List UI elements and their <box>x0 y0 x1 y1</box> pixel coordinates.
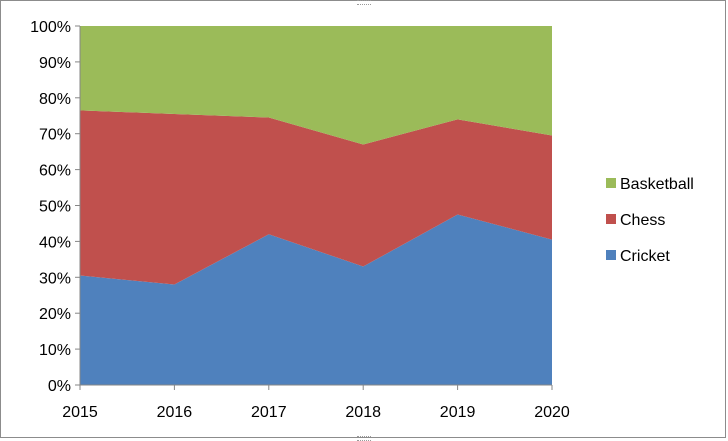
x-axis-ticks: 2015 2016 2017 2018 2019 2020 <box>62 385 570 421</box>
y-tick-label: 90% <box>39 55 71 72</box>
legend-swatch-cricket <box>606 250 616 260</box>
legend-label-basketball: Basketball <box>620 176 694 193</box>
legend-label-cricket: Cricket <box>620 248 670 265</box>
y-tick-label: 60% <box>39 163 71 180</box>
y-tick-label: 30% <box>39 270 71 287</box>
x-tick-label: 2017 <box>251 404 287 421</box>
series-areas <box>80 26 552 385</box>
x-tick-label: 2019 <box>440 404 476 421</box>
resize-handle-top[interactable] <box>357 0 371 5</box>
series-area-cricket[interactable] <box>80 214 552 385</box>
legend-swatch-basketball <box>606 178 616 188</box>
y-tick-label: 10% <box>39 342 71 359</box>
y-tick-label: 80% <box>39 91 71 108</box>
y-tick-label: 40% <box>39 234 71 251</box>
x-tick-label: 2016 <box>157 404 193 421</box>
x-tick-label: 2015 <box>62 404 98 421</box>
legend-swatch-chess <box>606 214 616 224</box>
series-area-chess[interactable] <box>80 110 552 285</box>
y-tick-label: 50% <box>39 199 71 216</box>
y-tick-label: 70% <box>39 127 71 144</box>
x-tick-label: 2020 <box>534 404 570 421</box>
legend: Basketball Chess Cricket <box>606 176 694 265</box>
y-axis-ticks: 0% 10% 20% 30% 40% 50% 60% 70% 80% 90% 100% <box>30 19 80 395</box>
series-area-basketball[interactable] <box>80 26 552 145</box>
legend-label-chess: Chess <box>620 212 665 229</box>
y-tick-label: 0% <box>48 378 71 395</box>
y-tick-label: 20% <box>39 306 71 323</box>
y-tick-label: 100% <box>30 19 71 36</box>
x-tick-label: 2018 <box>345 404 381 421</box>
